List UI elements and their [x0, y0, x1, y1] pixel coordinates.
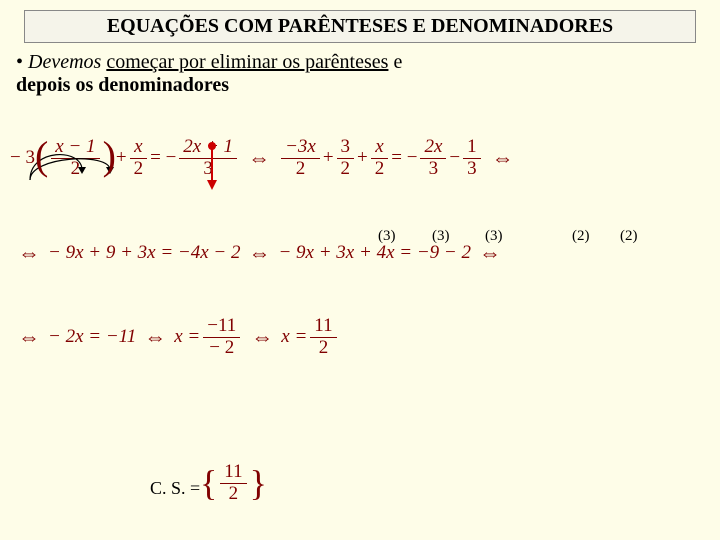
frac-6-den: 2 — [371, 159, 389, 180]
frac-4-num: −3x — [281, 137, 320, 159]
solution-set: { 11 2 } — [200, 462, 267, 505]
frac-7-den: 3 — [425, 159, 443, 180]
plus-3: + — [357, 147, 368, 169]
equation-2: ⇔ − 9x + 9 + 3x = −4x − 2 ⇔ − 9x + 3x + … — [10, 240, 710, 266]
frac-4: −3x 2 — [281, 137, 320, 180]
equals-2: = − — [391, 147, 417, 169]
frac-5-num: 3 — [337, 137, 355, 159]
eq3-part1: − 2x = −11 — [48, 326, 136, 348]
frac-9-num: −11 — [203, 316, 240, 338]
frac-10: 11 2 — [310, 316, 336, 359]
mult-2: (3) — [432, 228, 450, 245]
subtitle-tail1: e — [393, 51, 402, 73]
red-arrow-icon — [205, 140, 219, 190]
frac-cs-num: 11 — [220, 462, 246, 484]
frac-10-den: 2 — [315, 338, 333, 359]
bullet: • — [16, 51, 23, 73]
frac-2-num: x — [130, 137, 146, 159]
equation-1: − 3 ( x − 1 2 ) + x 2 = − 2x + 1 3 ⇔ −3x… — [10, 137, 710, 180]
iff-6: ⇔ — [18, 324, 40, 350]
frac-8: 1 3 — [463, 137, 481, 180]
frac-7: 2x 3 — [420, 137, 446, 180]
iff-7: ⇔ — [144, 324, 166, 350]
iff-4: ⇔ — [248, 240, 270, 266]
iff-1: ⇔ — [248, 145, 270, 171]
frac-8-num: 1 — [463, 137, 481, 159]
frac-5-den: 2 — [337, 159, 355, 180]
frac-4-den: 2 — [292, 159, 310, 180]
eq2-part2: − 9x + 3x + 4x = −9 − 2 — [278, 242, 470, 264]
slide-title: EQUAÇÕES COM PARÊNTESES E DENOMINADORES — [24, 10, 696, 43]
frac-9-den: − 2 — [205, 338, 238, 359]
rbrace-icon: } — [250, 474, 267, 492]
mult-4: (2) — [572, 228, 590, 245]
minus-1: − — [449, 147, 460, 169]
frac-cs-den: 2 — [225, 484, 243, 505]
eq3-xeq: x = — [174, 326, 200, 348]
mult-5: (2) — [620, 228, 638, 245]
frac-10-num: 11 — [310, 316, 336, 338]
subtitle-underlined: começar por eliminar os parênteses — [106, 51, 388, 73]
frac-2: x 2 — [130, 137, 148, 180]
subtitle-lead: Devemos — [28, 51, 101, 73]
mult-3: (3) — [485, 228, 503, 245]
equation-3: ⇔ − 2x = −11 ⇔ x = −11 − 2 ⇔ x = 11 2 — [10, 316, 710, 359]
frac-9: −11 − 2 — [203, 316, 240, 359]
iff-3: ⇔ — [18, 240, 40, 266]
solution-set-label: C. S. = — [150, 478, 200, 499]
mult-1: (3) — [378, 228, 396, 245]
lbrace-icon: { — [200, 474, 217, 492]
frac-6-num: x — [371, 137, 387, 159]
frac-cs: 11 2 — [220, 462, 246, 505]
plus-2: + — [323, 147, 334, 169]
subtitle-tail2: depois os denominadores — [16, 74, 229, 96]
iff-2: ⇔ — [492, 145, 514, 171]
eq2-part1: − 9x + 9 + 3x = −4x − 2 — [48, 242, 240, 264]
subtitle: • Devemos começar por eliminar os parênt… — [16, 51, 704, 97]
equals-1: = − — [150, 147, 176, 169]
frac-2-den: 2 — [130, 159, 148, 180]
frac-5: 3 2 — [337, 137, 355, 180]
frac-7-num: 2x — [420, 137, 446, 159]
frac-6: x 2 — [371, 137, 389, 180]
iff-8: ⇔ — [251, 324, 273, 350]
eq3-xeq2: x = — [281, 326, 307, 348]
frac-8-den: 3 — [463, 159, 481, 180]
